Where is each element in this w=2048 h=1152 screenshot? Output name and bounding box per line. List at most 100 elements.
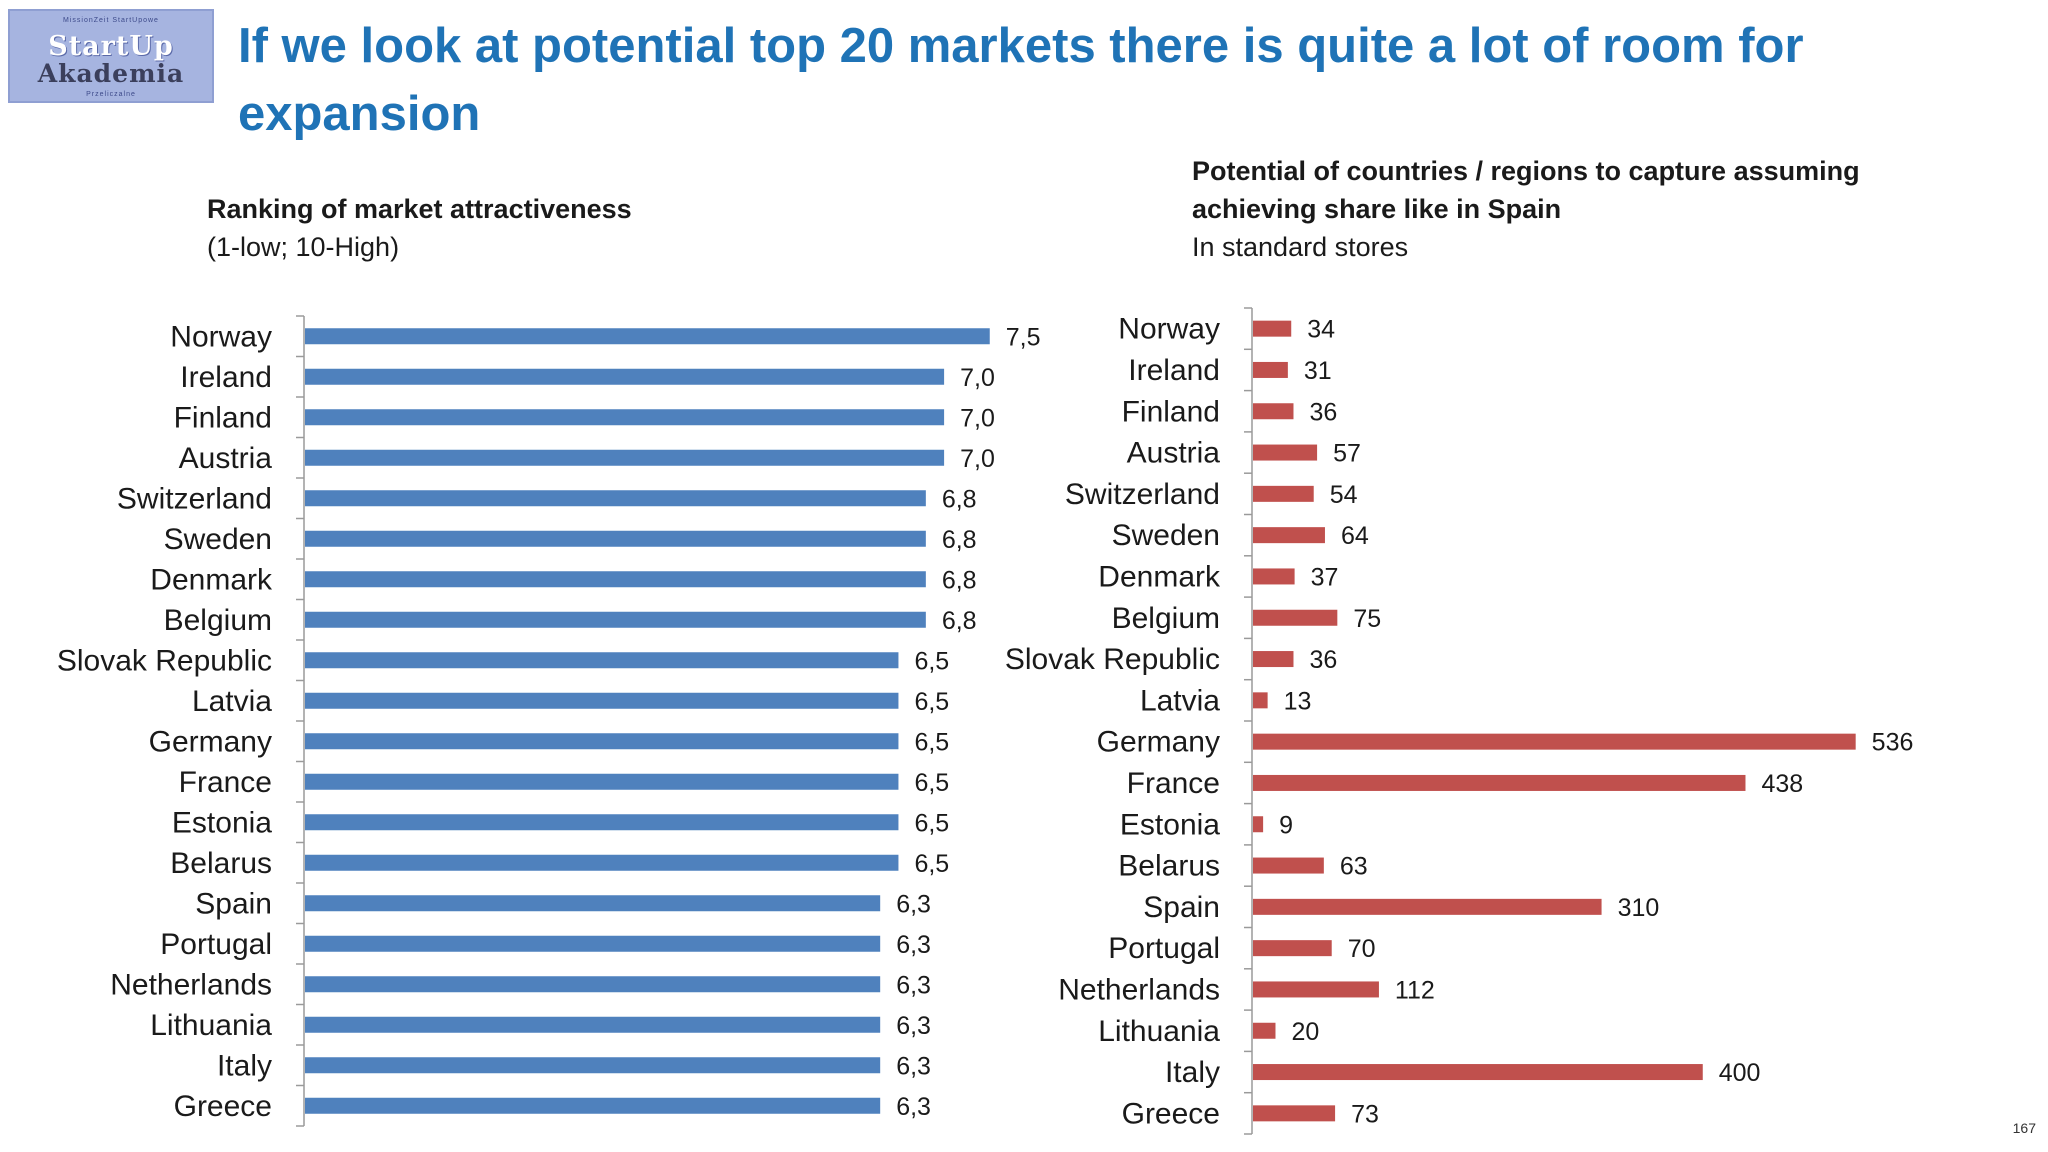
right-chart-category-label: Switzerland xyxy=(1065,478,1220,511)
right-chart-category-label: Belarus xyxy=(1118,850,1220,883)
right-chart-category-label: Netherlands xyxy=(1058,973,1220,1006)
left-chart-bar xyxy=(305,976,881,993)
right-chart-category-label: Lithuania xyxy=(1098,1015,1220,1048)
left-chart-bar xyxy=(305,449,945,466)
right-chart-category-label: Germany xyxy=(1097,726,1220,759)
right-chart-category-label: Finland xyxy=(1122,395,1220,428)
right-chart-bar xyxy=(1253,940,1332,957)
right-chart-data-label: 112 xyxy=(1395,976,1435,1004)
left-chart-data-label: 7,0 xyxy=(960,404,995,432)
right-chart-bar xyxy=(1253,651,1294,668)
right-chart-bar xyxy=(1253,1105,1336,1122)
right-chart-data-label: 36 xyxy=(1309,398,1337,426)
right-chart-category-label: Estonia xyxy=(1120,808,1220,841)
right-chart-data-label: 70 xyxy=(1348,935,1376,963)
left-chart-category-label: Belarus xyxy=(170,847,272,880)
left-chart-data-label: 6,5 xyxy=(914,809,949,837)
left-chart-bar xyxy=(305,530,926,547)
left-chart-data-label: 6,8 xyxy=(942,607,977,635)
right-chart-data-label: 9 xyxy=(1279,811,1293,839)
left-chart-bar xyxy=(305,1057,881,1074)
left-chart-bar xyxy=(305,692,899,709)
right-chart-category-label: Denmark xyxy=(1098,560,1221,593)
right-chart-category-label: Slovak Republic xyxy=(1005,643,1220,676)
right-chart-bar xyxy=(1253,816,1264,833)
logo-line2: Akademia xyxy=(37,59,185,88)
page-title: If we look at potential top 20 markets t… xyxy=(238,19,1804,141)
right-chart-data-label: 31 xyxy=(1304,357,1332,385)
left-chart-category-label: Greece xyxy=(174,1090,272,1123)
logo-top-text: MissionZeit StartUpowe xyxy=(63,17,159,24)
left-chart-category-label: Spain xyxy=(195,887,272,920)
left-chart-category-label: Ireland xyxy=(180,361,272,394)
left-chart-bar xyxy=(305,1016,881,1033)
page-number: 167 xyxy=(2012,1120,2036,1136)
right-chart-data-label: 63 xyxy=(1340,853,1368,881)
right-chart-category-label: Belgium xyxy=(1112,602,1220,635)
left-chart-category-label: Latvia xyxy=(192,685,272,718)
logo-line1: StartUp xyxy=(48,31,174,62)
right-chart-bar xyxy=(1253,857,1324,874)
left-chart-category-label: Finland xyxy=(174,401,272,434)
right-chart-bar xyxy=(1253,609,1338,626)
right-chart-bar xyxy=(1253,444,1318,461)
left-chart-bar xyxy=(305,814,899,831)
left-chart-bar xyxy=(305,854,899,871)
startup-akademia-logo: MissionZeit StartUpowe StartUp Akademia … xyxy=(8,9,214,103)
right-chart-category-label: Austria xyxy=(1127,437,1221,470)
right-chart-data-label: 64 xyxy=(1341,522,1369,550)
left-chart-bar xyxy=(305,895,881,912)
right-chart-data-label: 57 xyxy=(1333,440,1361,468)
left-chart-data-label: 6,5 xyxy=(914,688,949,716)
right-chart-data-label: 54 xyxy=(1330,481,1358,509)
right-chart-category-label: Ireland xyxy=(1128,354,1220,387)
left-chart-data-label: 6,5 xyxy=(914,728,949,756)
left-chart-category-label: Austria xyxy=(179,442,273,475)
right-chart-bar xyxy=(1253,774,1746,791)
right-chart-bar xyxy=(1253,1022,1276,1039)
right-chart-subtitle: In standard stores xyxy=(1192,232,1409,262)
right-chart-data-label: 20 xyxy=(1291,1018,1319,1046)
right-chart-data-label: 400 xyxy=(1719,1059,1761,1087)
right-chart-bar xyxy=(1253,733,1856,750)
right-chart-data-label: 34 xyxy=(1307,316,1335,344)
left-chart-category-label: Lithuania xyxy=(150,1009,272,1042)
left-chart-data-label: 6,3 xyxy=(896,931,931,959)
right-chart-bar xyxy=(1253,692,1268,709)
left-chart-category-label: Switzerland xyxy=(117,482,272,515)
left-chart-data-label: 6,8 xyxy=(942,526,977,554)
right-chart-data-label: 438 xyxy=(1761,770,1803,798)
left-chart-data-label: 6,5 xyxy=(914,850,949,878)
left-chart-data-label: 7,0 xyxy=(960,364,995,392)
left-chart-category-label: Italy xyxy=(217,1049,272,1082)
left-chart-category-label: Netherlands xyxy=(110,968,272,1001)
left-chart-data-label: 6,5 xyxy=(914,769,949,797)
left-chart-data-label: 6,3 xyxy=(896,890,931,918)
left-chart-data-label: 6,5 xyxy=(914,647,949,675)
right-chart-bar xyxy=(1253,403,1294,420)
logo-bottom-text: Przeliczalne xyxy=(86,91,136,98)
left-chart-bar xyxy=(305,1097,881,1114)
left-chart-category-label: Denmark xyxy=(150,563,273,596)
left-chart-category-label: Norway xyxy=(170,320,272,353)
left-chart-data-label: 6,8 xyxy=(942,485,977,513)
right-chart-data-label: 36 xyxy=(1309,646,1337,674)
right-chart-bar xyxy=(1253,527,1325,544)
left-chart-subtitle: (1-low; 10-High) xyxy=(207,232,400,262)
right-chart-data-label: 73 xyxy=(1351,1100,1379,1128)
left-chart-bar xyxy=(305,773,899,790)
right-chart-category-label: France xyxy=(1127,767,1220,800)
left-chart-category-label: Portugal xyxy=(160,928,272,961)
left-chart-category-label: Belgium xyxy=(164,604,272,637)
left-chart-data-label: 7,5 xyxy=(1006,323,1041,351)
right-chart-bar xyxy=(1253,898,1602,915)
left-chart-data-label: 6,3 xyxy=(896,1093,931,1121)
right-chart-category-label: Spain xyxy=(1143,891,1220,924)
left-chart-category-label: France xyxy=(179,766,272,799)
left-chart-bar xyxy=(305,611,926,628)
right-chart-data-label: 13 xyxy=(1284,687,1312,715)
right-chart-category-label: Italy xyxy=(1165,1056,1220,1089)
right-chart-header: Potential of countries / regions to capt… xyxy=(1192,152,1952,266)
right-chart-bar xyxy=(1253,981,1379,998)
